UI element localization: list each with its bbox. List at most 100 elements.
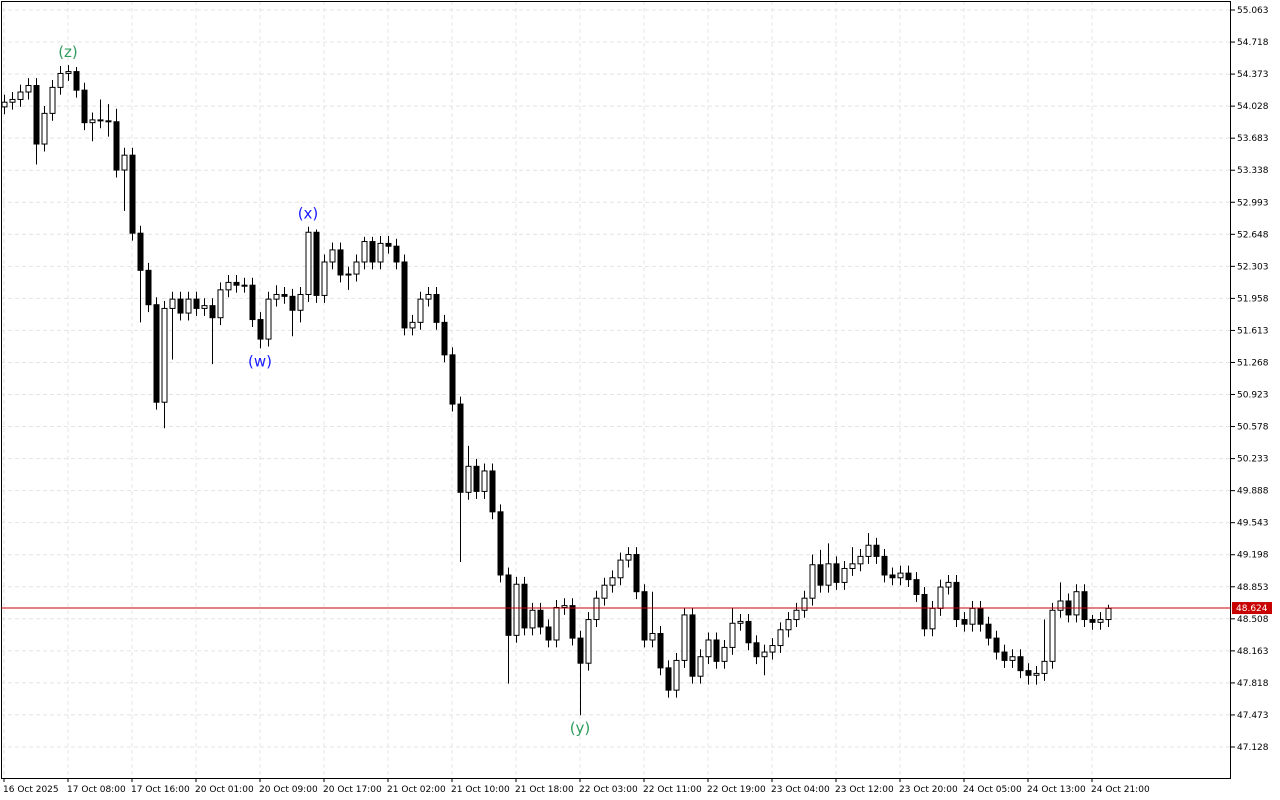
x-tick-label: 20 Oct 17:00 [323,785,382,795]
candle-body [369,241,376,263]
x-tick-label: 17 Oct 16:00 [131,785,190,795]
candle-body [161,307,168,403]
candle-body [857,555,864,565]
y-tick-label: 49.543 [1237,519,1269,529]
x-tick-label: 22 Oct 19:00 [707,785,766,795]
candle-body [225,281,232,291]
candle-body [937,586,944,609]
x-tick-label: 21 Oct 18:00 [515,785,574,795]
y-tick-label: 49.888 [1237,487,1269,497]
candle-body [833,563,840,583]
candle-body [817,564,824,586]
candle-body [1049,609,1056,662]
candle-body [801,597,808,611]
candle-body [345,273,352,276]
candle-body [385,242,392,247]
candle-body [881,555,888,576]
candle-body [569,605,576,639]
candle-body [185,298,192,314]
candle-body [329,249,336,263]
candle-body [769,645,776,653]
x-tick-label: 24 Oct 05:00 [963,785,1022,795]
candle-body [65,71,72,74]
candle-body [1097,619,1104,623]
x-tick-label: 17 Oct 08:00 [67,785,126,795]
candle-body [737,620,744,624]
candle-body [409,321,416,329]
candle-body [553,606,560,641]
candle-body [1017,656,1024,672]
candle-body [321,261,328,296]
wave-label: (w) [248,352,272,370]
candle-body [305,231,312,295]
candle-body [929,607,936,630]
candle-body [1,101,8,108]
candle-body [177,298,184,314]
candle-body [1001,651,1008,661]
candle-body [97,119,104,122]
candle-body [41,112,48,145]
candle-body [33,85,40,145]
candle-body [217,289,224,319]
candle-body [809,564,816,599]
wave-label: (x) [298,205,319,223]
candle-body [889,574,896,579]
y-tick-label: 54.373 [1237,70,1269,80]
y-tick-label: 54.718 [1237,38,1269,48]
candle-body [473,465,480,492]
candle-body [281,293,288,297]
candle-body [825,563,832,586]
candle-body [153,304,160,403]
candle-body [297,293,304,311]
candle-body [57,72,64,88]
candle-body [697,656,704,677]
plot-border [1,1,1231,779]
candle-body [689,614,696,677]
y-tick-label: 50.578 [1237,423,1269,433]
candle-body [945,581,952,588]
candle-body [841,567,848,583]
x-tick-label: 21 Oct 02:00 [387,785,446,795]
candle-body [953,581,960,621]
y-tick-label: 53.338 [1237,166,1269,176]
candle-body [465,465,472,493]
candle-body [73,71,80,91]
candle-body [593,597,600,621]
x-tick-label: 24 Oct 21:00 [1091,785,1150,795]
candle-body [865,544,872,557]
candle-body [585,619,592,664]
candle-body [193,298,200,309]
candle-body [561,605,568,608]
candle-body [265,298,272,340]
candle-body [625,554,632,561]
x-tick-label: 21 Oct 10:00 [451,785,510,795]
candle-body [993,637,1000,653]
candle-body [785,619,792,631]
candle-body [609,577,616,586]
candle-body [1009,656,1016,661]
candle-body [921,593,928,630]
x-tick-label: 22 Oct 11:00 [643,785,702,795]
candle-body [505,574,512,636]
candle-body [17,91,24,100]
candle-body [449,354,456,405]
candle-body [601,584,608,599]
candle-body [377,242,384,263]
y-tick-label: 48.163 [1237,647,1269,657]
candle-body [793,609,800,621]
grid [1,1,1231,778]
candle-body [209,305,216,319]
candle-body [913,579,920,595]
candle-body [985,623,992,639]
candle-body [1025,670,1032,676]
candle-body [1089,619,1096,623]
candle-body [1073,591,1080,616]
y-tick-label: 52.303 [1237,262,1269,272]
candle-body [681,614,688,661]
wave-label: (z) [58,43,78,61]
x-tick-label: 23 Oct 12:00 [835,785,894,795]
candle-body [273,293,280,300]
y-tick-label: 53.683 [1237,134,1269,144]
candle-body [241,284,248,287]
candle-body [1105,607,1112,621]
